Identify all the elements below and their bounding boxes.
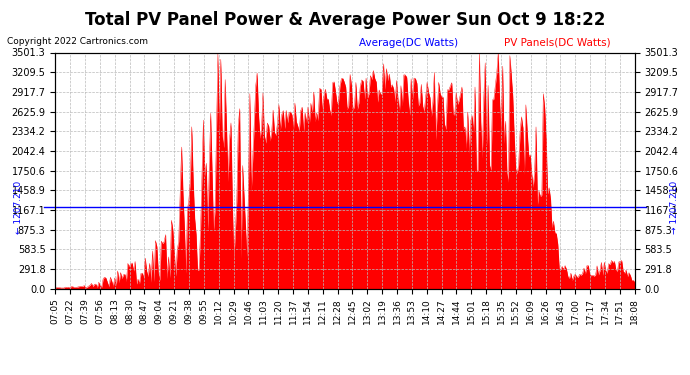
Text: PV Panels(DC Watts): PV Panels(DC Watts) <box>504 38 611 48</box>
Text: Copyright 2022 Cartronics.com: Copyright 2022 Cartronics.com <box>7 38 148 46</box>
Text: Total PV Panel Power & Average Power Sun Oct 9 18:22: Total PV Panel Power & Average Power Sun… <box>85 11 605 29</box>
Text: ← 1207.210: ← 1207.210 <box>14 181 23 234</box>
Text: Average(DC Watts): Average(DC Watts) <box>359 38 458 48</box>
Text: → 1207.210: → 1207.210 <box>669 181 678 234</box>
